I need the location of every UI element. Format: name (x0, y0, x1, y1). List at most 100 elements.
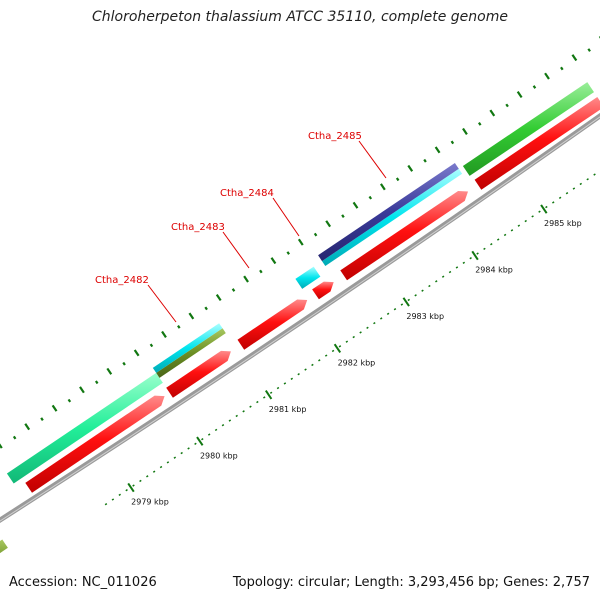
feature-mint-1 (6, 372, 163, 484)
outer-tick (313, 232, 318, 237)
cds-red-5 (340, 191, 468, 281)
outer-tick-marks (0, 36, 600, 449)
ruler-minor-tick (586, 178, 589, 181)
outer-tick (544, 72, 550, 80)
ruler-minor-tick (558, 196, 562, 199)
ruler-minor-tick (331, 349, 335, 353)
ruler-minor-tick (572, 187, 576, 190)
ruler-minor-tick (338, 345, 342, 348)
feature-olive-2 (0, 539, 8, 554)
ruler-minor-tick (455, 266, 459, 269)
gene-label: Ctha_2482 (95, 275, 149, 286)
ruler-minor-tick (214, 428, 218, 432)
feature-cyan-2 (295, 266, 321, 289)
ruler-minor-tick (228, 419, 232, 422)
ruler-minor-tick (565, 191, 569, 195)
cds-red-2 (166, 350, 231, 398)
ruler-minor-tick (221, 424, 225, 427)
ruler-minor-tick (111, 498, 115, 501)
ruler-major-tick (333, 343, 342, 354)
feature-green-1 (462, 82, 594, 176)
ruler-minor-tick (503, 233, 507, 237)
gene-labels: Ctha_2482 Ctha_2483 Ctha_2484 Ctha_2485 (95, 131, 387, 323)
outer-tick (532, 85, 537, 89)
cds-red-3 (237, 299, 308, 350)
ruler-minor-tick (400, 303, 404, 306)
ruler-minor-tick (152, 470, 156, 473)
ruler-minor-tick (263, 396, 266, 399)
outer-tick (462, 127, 468, 135)
ruler-minor-tick (249, 405, 252, 408)
genome-backbone (0, 112, 600, 524)
outer-tick (231, 288, 236, 292)
outer-tick (122, 361, 126, 366)
outer-tick (204, 306, 208, 311)
ruler-minor-tick (421, 289, 424, 292)
accession-text: Accession: NC_011026 (9, 575, 157, 590)
ruler-minor-tick (552, 201, 555, 204)
ruler-minor-tick (428, 284, 431, 288)
ruler-minor-tick (538, 210, 541, 213)
outer-tick (259, 269, 263, 274)
ruler-minor-tick (194, 442, 197, 445)
kbp-ruler: 2979 kbp 2980 kbp 2981 kbp 2982 kbp 2983 kbp… (104, 173, 596, 507)
outer-tick (79, 386, 85, 394)
ruler-minor-tick (276, 386, 280, 390)
ruler-minor-tick (235, 414, 238, 418)
outer-tick (434, 146, 441, 154)
outer-tick (477, 122, 482, 126)
outer-tick (243, 275, 249, 283)
ruler-major-tick (264, 390, 273, 400)
outer-tick (286, 251, 290, 255)
ruler-minor-tick (290, 377, 294, 381)
ruler-minor-tick (483, 247, 486, 251)
ruler-minor-tick (311, 363, 314, 367)
ruler-minor-tick (146, 475, 149, 478)
tick-label: 2983 kbp (406, 312, 444, 321)
outer-tick (161, 330, 167, 338)
outer-tick (106, 367, 113, 375)
ruler-minor-tick (373, 321, 376, 325)
backbone-line (0, 112, 600, 524)
feature-tracks (0, 82, 600, 554)
backbone-highlight (0, 116, 600, 522)
outer-tick (40, 417, 44, 421)
tick-label: 2982 kbp (338, 358, 376, 367)
ruler-minor-tick (531, 215, 534, 218)
gene-leader-line (272, 197, 300, 237)
outer-tick (24, 423, 31, 431)
outer-tick (560, 66, 564, 71)
outer-tick (67, 398, 72, 403)
ruler-minor-tick (593, 173, 596, 176)
ruler-minor-tick (448, 270, 452, 274)
outer-tick (297, 238, 304, 246)
ruler-minor-tick (166, 461, 170, 464)
ruler-minor-tick (207, 433, 211, 436)
ruler-minor-tick (496, 238, 500, 241)
outer-tick (423, 158, 427, 163)
gene-label: Ctha_2485 (308, 131, 362, 142)
tick-label: 2980 kbp (200, 451, 238, 460)
ruler-minor-tick (118, 493, 121, 497)
outer-tick (516, 91, 523, 99)
ruler-minor-tick (476, 252, 479, 255)
ruler-minor-tick (324, 354, 328, 357)
ruler-minor-tick (379, 317, 383, 320)
feature-olive-1 (156, 328, 226, 378)
ruler-major-tick (471, 250, 479, 261)
ruler-major-tick (127, 482, 135, 493)
ruler-minor-tick (352, 335, 355, 339)
tick-label: 2984 kbp (475, 266, 513, 275)
outer-tick (571, 54, 578, 62)
ruler-minor-tick (441, 275, 445, 278)
ruler-minor-tick (490, 243, 493, 246)
ruler-minor-tick (139, 479, 142, 483)
ruler-minor-tick (345, 340, 349, 343)
outer-tick (368, 195, 373, 200)
tick-label: 2981 kbp (269, 405, 307, 414)
tick-label: 2985 kbp (544, 219, 582, 228)
outer-tick (395, 177, 400, 182)
ruler-minor-tick (386, 312, 390, 316)
ruler-minor-tick (256, 400, 259, 404)
